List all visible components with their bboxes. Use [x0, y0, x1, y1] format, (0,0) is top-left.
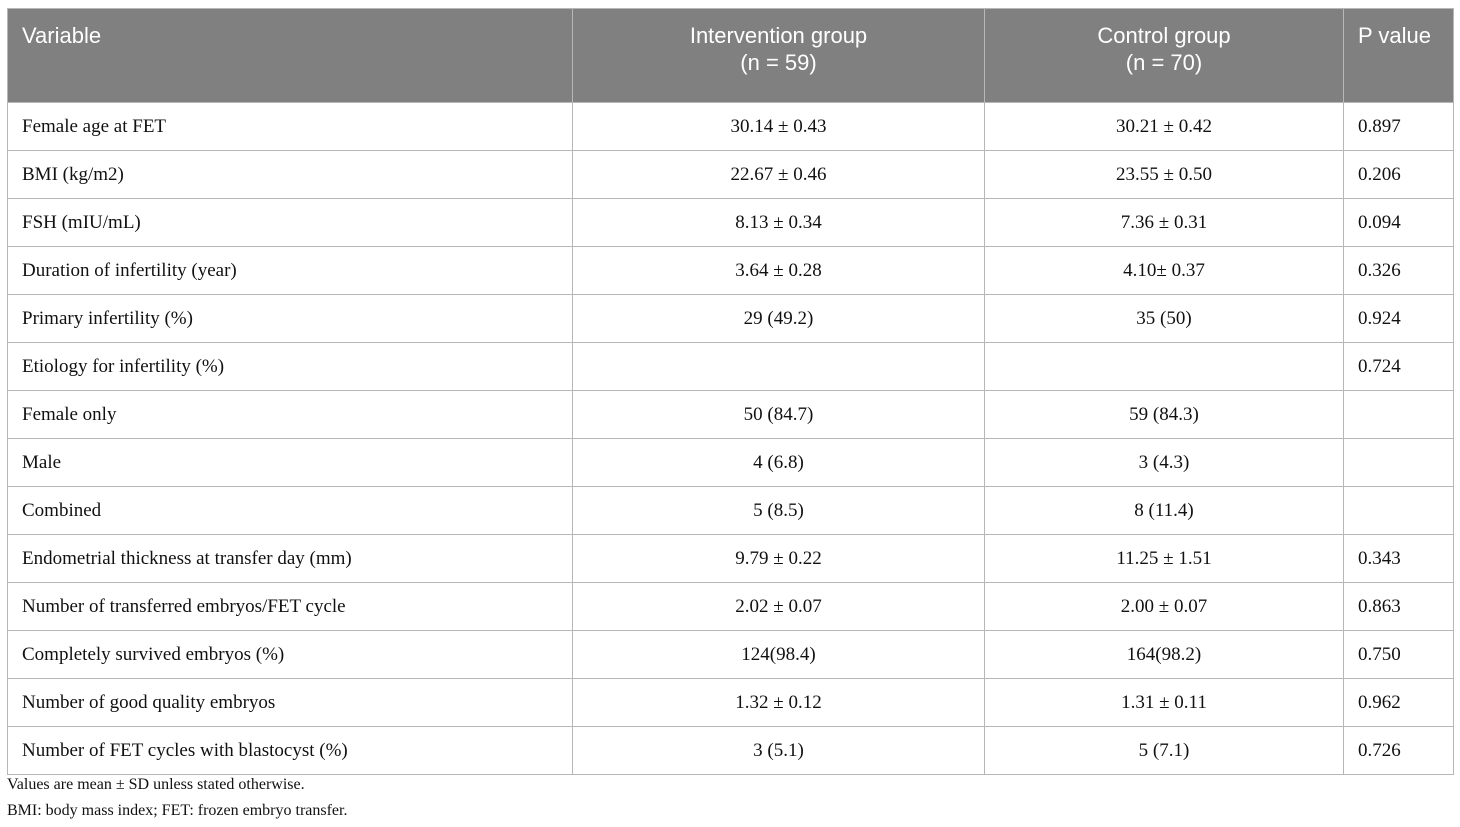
footnote: Values are mean ± SD unless stated other… [7, 776, 305, 793]
variable-cell: FSH (mIU/mL) [7, 198, 573, 247]
p-value-cell: 0.726 [1343, 726, 1454, 775]
control-cell: 23.55 ± 0.50 [984, 150, 1344, 199]
control-cell: 1.31 ± 0.11 [984, 678, 1344, 727]
control-cell: 11.25 ± 1.51 [984, 534, 1344, 583]
intervention-cell: 9.79 ± 0.22 [572, 534, 985, 583]
table-row: Duration of infertility (year) 3.64 ± 0.2… [7, 246, 1454, 295]
header-control-group: Control group (n = 70) [984, 8, 1344, 103]
variable-cell: Female age at FET [7, 102, 573, 151]
table-row: Completely survived embryos (%) 124(98.4)… [7, 630, 1454, 679]
table-row: BMI (kg/m2) 22.67 ± 0.46 23.55 ± 0.50 0.206 [7, 150, 1454, 199]
table-row: Endometrial thickness at transfer day (m… [7, 534, 1454, 583]
header-variable: Variable [7, 8, 573, 103]
variable-cell: Number of good quality embryos [7, 678, 573, 727]
control-cell: 164(98.2) [984, 630, 1344, 679]
table-row: Number of FET cycles with blastocyst (%)… [7, 726, 1454, 775]
intervention-cell: 30.14 ± 0.43 [572, 102, 985, 151]
header-row: Variable Intervention group (n = 59) Con… [7, 8, 1454, 103]
p-value-cell: 0.750 [1343, 630, 1454, 679]
variable-cell: Completely survived embryos (%) [7, 630, 573, 679]
header-p-value: P value [1343, 8, 1454, 103]
intervention-cell: 4 (6.8) [572, 438, 985, 487]
control-cell [984, 342, 1344, 391]
p-value-cell [1343, 438, 1454, 487]
control-cell: 35 (50) [984, 294, 1344, 343]
table-row: Combined 5 (8.5) 8 (11.4) [7, 486, 1454, 535]
control-cell: 4.10± 0.37 [984, 246, 1344, 295]
control-cell: 5 (7.1) [984, 726, 1344, 775]
p-value-cell: 0.724 [1343, 342, 1454, 391]
variable-cell: Number of transferred embryos/FET cycle [7, 582, 573, 631]
variable-cell: Endometrial thickness at transfer day (m… [7, 534, 573, 583]
p-value-cell: 0.326 [1343, 246, 1454, 295]
table-row: Female age at FET 30.14 ± 0.43 30.21 ± 0.4… [7, 102, 1454, 151]
table-row: Number of good quality embryos 1.32 ± 0.1… [7, 678, 1454, 727]
intervention-cell: 124(98.4) [572, 630, 985, 679]
intervention-cell: 1.32 ± 0.12 [572, 678, 985, 727]
intervention-cell [572, 342, 985, 391]
table-row: Etiology for infertility (%) 0.724 [7, 342, 1454, 391]
intervention-cell: 50 (84.7) [572, 390, 985, 439]
control-cell: 30.21 ± 0.42 [984, 102, 1344, 151]
table-row: FSH (mIU/mL) 8.13 ± 0.34 7.36 ± 0.31 0.094 [7, 198, 1454, 247]
footnote: BMI: body mass index; FET: frozen embryo… [7, 802, 348, 819]
table-row: Primary infertility (%) 29 (49.2) 35 (50) 0… [7, 294, 1454, 343]
control-cell: 3 (4.3) [984, 438, 1344, 487]
control-cell: 8 (11.4) [984, 486, 1344, 535]
p-value-cell: 0.343 [1343, 534, 1454, 583]
table-row: Male 4 (6.8) 3 (4.3) [7, 438, 1454, 487]
variable-cell: BMI (kg/m2) [7, 150, 573, 199]
variable-cell: Male [7, 438, 573, 487]
table-footnotes: Values are mean ± SD unless stated other… [7, 772, 347, 824]
intervention-cell: 29 (49.2) [572, 294, 985, 343]
p-value-cell: 0.897 [1343, 102, 1454, 151]
intervention-cell: 22.67 ± 0.46 [572, 150, 985, 199]
control-cell: 7.36 ± 0.31 [984, 198, 1344, 247]
intervention-cell: 3.64 ± 0.28 [572, 246, 985, 295]
control-cell: 59 (84.3) [984, 390, 1344, 439]
variable-cell: Female only [7, 390, 573, 439]
table-row: Number of transferred embryos/FET cycle 2… [7, 582, 1454, 631]
p-value-cell: 0.863 [1343, 582, 1454, 631]
variable-cell: Duration of infertility (year) [7, 246, 573, 295]
p-value-cell: 0.206 [1343, 150, 1454, 199]
p-value-cell [1343, 486, 1454, 535]
variable-cell: Combined [7, 486, 573, 535]
p-value-cell: 0.924 [1343, 294, 1454, 343]
intervention-cell: 8.13 ± 0.34 [572, 198, 985, 247]
variable-cell: Number of FET cycles with blastocyst (%) [7, 726, 573, 775]
variable-cell: Primary infertility (%) [7, 294, 573, 343]
table-row: Female only 50 (84.7) 59 (84.3) [7, 390, 1454, 439]
control-cell: 2.00 ± 0.07 [984, 582, 1344, 631]
p-value-cell: 0.094 [1343, 198, 1454, 247]
p-value-cell [1343, 390, 1454, 439]
intervention-cell: 5 (8.5) [572, 486, 985, 535]
data-table: Variable Intervention group (n = 59) Con… [7, 8, 1454, 775]
variable-cell: Etiology for infertility (%) [7, 342, 573, 391]
header-intervention-group: Intervention group (n = 59) [572, 8, 985, 103]
intervention-cell: 3 (5.1) [572, 726, 985, 775]
p-value-cell: 0.962 [1343, 678, 1454, 727]
intervention-cell: 2.02 ± 0.07 [572, 582, 985, 631]
